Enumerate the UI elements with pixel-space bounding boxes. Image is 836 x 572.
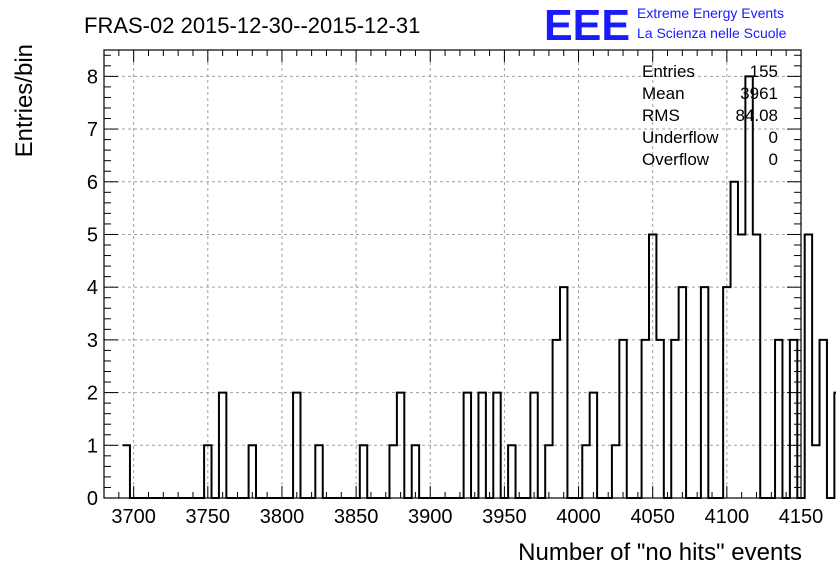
x-tick-label: 3800 (260, 506, 305, 528)
y-tick-label: 5 (87, 224, 98, 246)
y-axis-label: Entries/bin (11, 44, 38, 157)
stats-mean-label: Mean (642, 84, 685, 103)
histogram-line (122, 75, 836, 499)
axis-ticks (103, 50, 802, 499)
x-tick-label: 3950 (482, 506, 527, 528)
y-tick-label: 4 (87, 277, 98, 299)
y-tick-label: 1 (87, 435, 98, 457)
stats-underflow-label: Underflow (642, 128, 719, 147)
y-tick-label: 6 (87, 172, 98, 194)
y-tick-label: 2 (87, 383, 98, 405)
stats-overflow-value: 0 (769, 150, 778, 169)
y-tick-label: 7 (87, 119, 98, 141)
x-tick-label: 3750 (186, 506, 231, 528)
x-tick-label: 4100 (705, 506, 750, 528)
grid-lines (104, 50, 801, 498)
x-tick-label: 3900 (408, 506, 453, 528)
stats-overflow-label: Overflow (642, 150, 710, 169)
x-tick-label: 4000 (556, 506, 601, 528)
x-tick-labels: 3700 3750 3800 3850 3900 3950 4000 4050 4100 4150 (111, 506, 823, 528)
plot-frame (103, 49, 802, 499)
stats-rms-label: RMS (642, 106, 680, 125)
x-tick-label: 4050 (630, 506, 675, 528)
x-tick-label: 4150 (779, 506, 824, 528)
y-tick-label: 8 (87, 66, 98, 88)
stats-underflow-value: 0 (769, 128, 778, 147)
chart-title: FRAS-02 2015-12-30--2015-12-31 (84, 13, 420, 38)
x-tick-label: 3850 (334, 506, 379, 528)
stats-rms-value: 84.08 (735, 106, 778, 125)
logo-line-1: Extreme Energy Events (637, 5, 784, 21)
stats-entries-label: Entries (642, 62, 695, 81)
x-axis-label: Number of "no hits" events (518, 539, 802, 566)
y-tick-labels: 0 1 2 3 4 5 6 7 8 (87, 66, 98, 510)
y-tick-label: 0 (87, 488, 98, 510)
stats-entries-value: 155 (750, 62, 778, 81)
x-tick-label: 3700 (111, 506, 156, 528)
logo-line-2: La Scienza nelle Scuole (637, 25, 787, 41)
stats-box: Entries 155 Mean 3961 RMS 84.08 Underflo… (642, 62, 778, 169)
y-tick-label: 3 (87, 330, 98, 352)
eee-logo: EEE Extreme Energy Events La Scienza nel… (544, 1, 787, 50)
stats-mean-value: 3961 (740, 84, 778, 103)
eee-logo-mark: EEE (544, 1, 630, 50)
